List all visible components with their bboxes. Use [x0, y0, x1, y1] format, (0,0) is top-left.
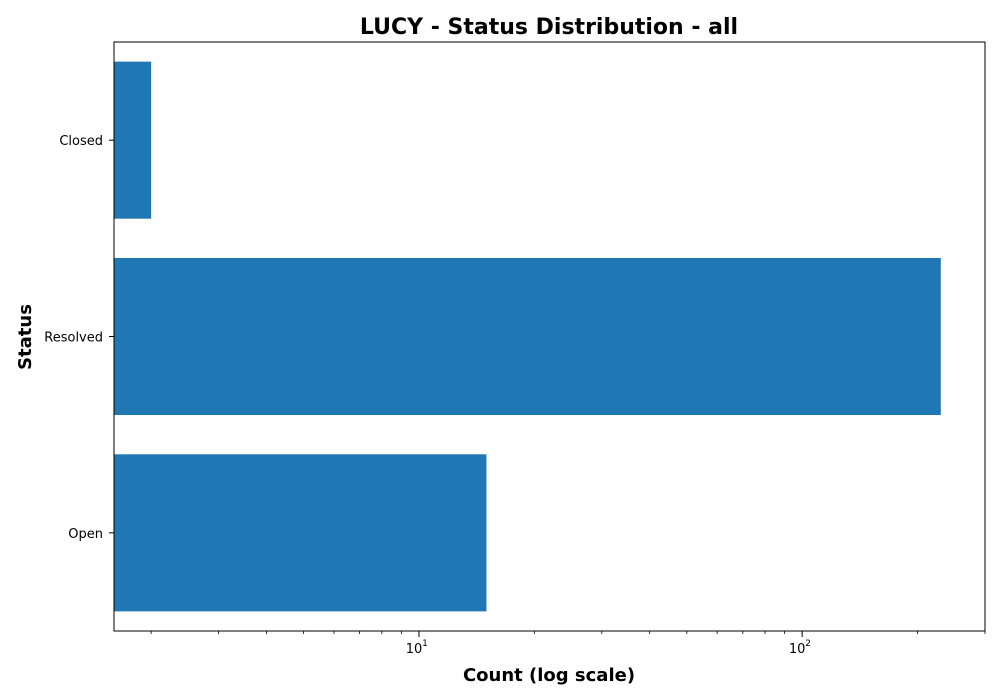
y-axis-label: Status: [15, 304, 36, 370]
y-tick-label-resolved: Resolved: [44, 331, 103, 346]
y-tick-label-closed: Closed: [59, 134, 103, 149]
x-tick-label-exponent: 2: [805, 639, 811, 649]
bars-layer: [114, 61, 941, 612]
x-axis-label: Count (log scale): [463, 665, 635, 686]
x-tick-label: 10: [789, 642, 806, 657]
x-tick-label-exponent: 1: [422, 639, 428, 649]
x-tick-label: 10: [406, 642, 423, 657]
y-axis-ticks: Closed Resolved Open: [44, 134, 114, 542]
chart-title: LUCY - Status Distribution - all: [360, 15, 738, 40]
bar-open: [114, 454, 487, 612]
bar-resolved: [114, 257, 941, 416]
bar-closed: [114, 61, 152, 219]
x-axis-ticks: 10 1 10 2: [150, 631, 986, 657]
y-tick-label-open: Open: [68, 527, 103, 542]
